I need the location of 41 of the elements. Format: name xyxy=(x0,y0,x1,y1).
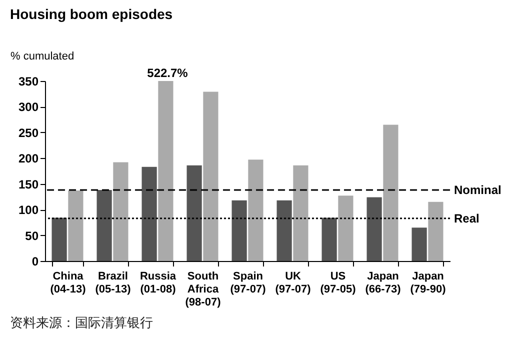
bar xyxy=(338,196,354,261)
bar xyxy=(68,190,84,261)
bar xyxy=(322,218,337,261)
annotation: 522.7% xyxy=(147,66,188,80)
y-tick-label: 250 xyxy=(18,126,39,140)
bar xyxy=(293,165,308,261)
ref-line-label: Nominal xyxy=(454,183,502,198)
bar xyxy=(232,200,247,261)
bar xyxy=(428,202,444,261)
x-tick-label: Japan (66-73) xyxy=(365,270,402,296)
y-tick-label: 300 xyxy=(18,100,39,114)
y-tick-label: 0 xyxy=(32,254,39,268)
y-tick-label: 350 xyxy=(18,74,39,88)
bar xyxy=(96,190,112,261)
bar xyxy=(383,124,398,261)
y-tick-label: 50 xyxy=(25,228,39,243)
x-tick-label: Brazil (05-13) xyxy=(95,270,132,296)
bar xyxy=(113,162,128,261)
chart-title: Housing boom episodes xyxy=(10,6,173,22)
y-tick-label: 200 xyxy=(18,152,39,166)
y-tick-label: 100 xyxy=(18,203,39,218)
x-tick-label: UK (97-07) xyxy=(275,270,312,296)
x-tick-label: Japan (79-90) xyxy=(410,270,446,296)
bar xyxy=(52,218,67,261)
x-tick-label: US (97-05) xyxy=(320,270,356,296)
bar xyxy=(203,92,218,261)
bar xyxy=(248,160,264,261)
bar xyxy=(412,228,427,261)
x-tick-label: Russia (01-08) xyxy=(140,270,177,296)
x-tick-label: Spain (97-07) xyxy=(230,270,266,296)
ref-line-label: Real xyxy=(454,211,480,226)
x-tick-label: China (04-13) xyxy=(50,270,86,296)
bar xyxy=(142,166,157,261)
text: 资料来源：国际清算银行 xyxy=(10,315,153,332)
bar xyxy=(366,197,382,261)
bar xyxy=(276,200,292,261)
bar xyxy=(186,165,202,261)
x-tick-label: South Africa (98-07) xyxy=(185,270,222,308)
y-axis-title: % cumulated xyxy=(10,50,74,62)
bar xyxy=(158,81,174,261)
y-tick-label: 150 xyxy=(18,177,39,192)
